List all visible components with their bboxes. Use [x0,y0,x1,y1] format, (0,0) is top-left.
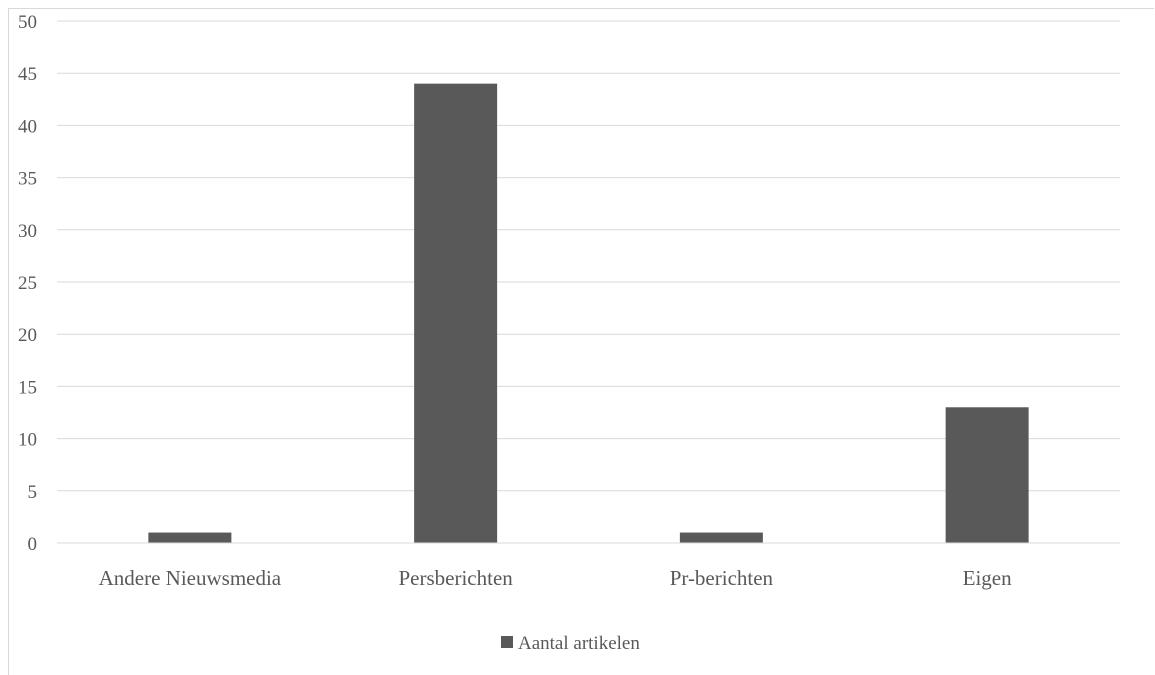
y-tick-label: 40 [18,116,37,137]
legend-label: Aantal artikelen [518,633,640,654]
y-tick-label: 35 [18,169,37,190]
y-tick-label: 10 [18,430,37,451]
legend-swatch [501,636,513,648]
y-axis-ticks: 0 5 10 15 20 25 30 35 40 45 50 [18,12,37,555]
bar [945,407,1029,543]
bar [148,532,232,543]
y-tick-label: 5 [28,482,38,503]
legend: Aantal artikelen [501,633,640,654]
chart-frame [8,8,1154,675]
y-tick-label: 50 [18,12,37,33]
y-tick-label: 25 [18,273,37,294]
y-tick-label: 15 [18,377,37,398]
y-tick-label: 0 [28,534,38,555]
y-tick-label: 30 [18,221,37,242]
bar [414,83,498,543]
x-category-label: Andere Nieuwsmedia [99,566,282,590]
x-category-label: Pr-berichten [670,566,774,590]
gridlines [57,20,1120,492]
bar [679,532,763,543]
x-category-label: Eigen [963,566,1012,590]
bars [148,83,1029,543]
x-axis-categories: Andere Nieuwsmedia Persberichten Pr-berich… [99,566,1013,590]
y-tick-label: 20 [18,325,37,346]
x-category-label: Persberichten [398,566,513,590]
y-tick-label: 45 [18,64,37,85]
